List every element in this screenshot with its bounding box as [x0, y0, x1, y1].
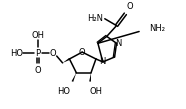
- Polygon shape: [62, 58, 70, 63]
- Text: N: N: [99, 57, 105, 66]
- Text: O: O: [35, 66, 41, 75]
- Text: N: N: [115, 39, 122, 48]
- Text: P: P: [36, 49, 41, 58]
- Text: OH: OH: [32, 31, 45, 40]
- Text: HO: HO: [57, 87, 70, 96]
- Text: H₂N: H₂N: [87, 14, 103, 23]
- Text: NH₂: NH₂: [149, 24, 165, 33]
- Text: O: O: [79, 48, 86, 57]
- Text: O: O: [49, 49, 56, 58]
- Polygon shape: [72, 73, 76, 82]
- Text: OH: OH: [89, 87, 102, 96]
- Polygon shape: [89, 73, 91, 82]
- Text: O: O: [126, 2, 133, 11]
- Text: HO: HO: [10, 49, 23, 58]
